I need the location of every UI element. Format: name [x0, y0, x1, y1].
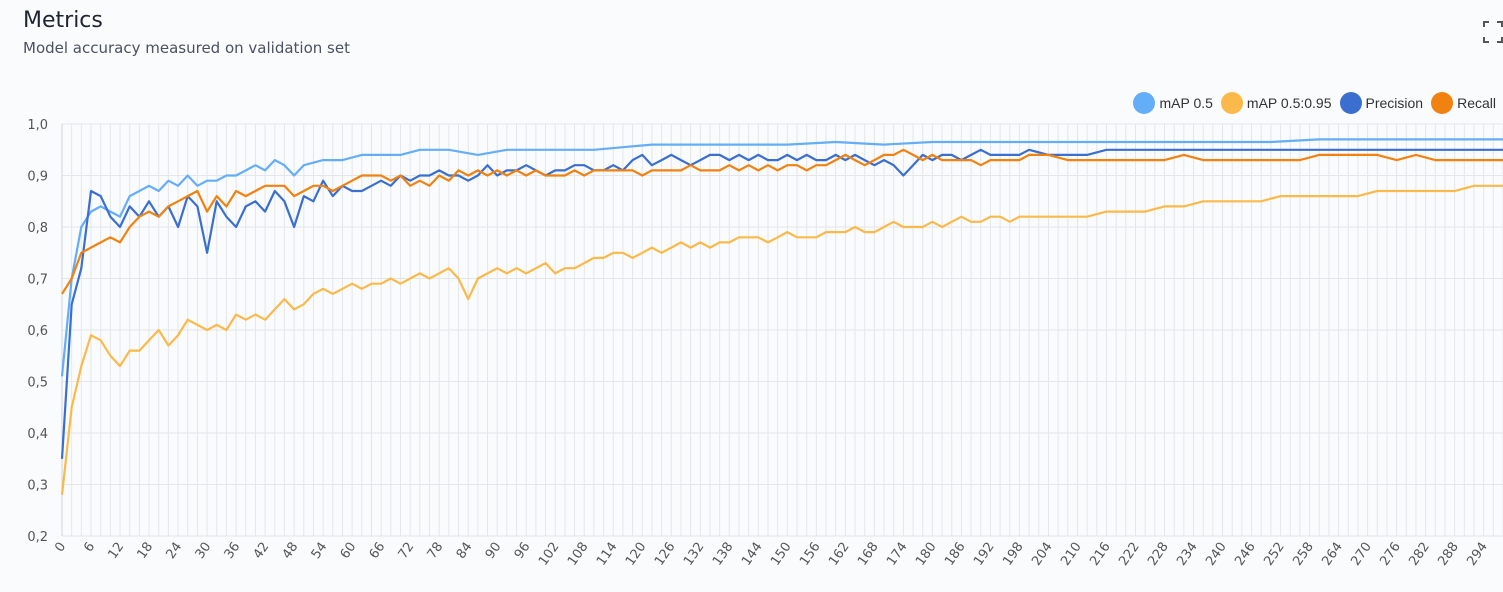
x-tick-label: 234 — [1174, 540, 1201, 569]
x-tick-label: 0 — [52, 540, 69, 555]
x-tick-label: 216 — [1087, 540, 1114, 569]
x-tick-label: 168 — [855, 540, 882, 569]
x-tick-label: 180 — [913, 540, 940, 569]
x-tick-label: 66 — [367, 540, 389, 562]
series-line-precision — [60, 148, 1503, 459]
legend-swatch-precision — [1339, 92, 1362, 114]
x-tick-label: 18 — [135, 540, 157, 562]
y-tick-label: 0,6 — [27, 324, 48, 339]
x-tick-label: 210 — [1058, 540, 1085, 569]
chart-subtitle: Model accuracy measured on validation se… — [23, 39, 350, 57]
chart-legend: mAP 0.5 mAP 0.5:0.95 Precision Recall — [1133, 92, 1496, 114]
legend-swatch-map50 — [1133, 92, 1156, 114]
legend-label-map50: mAP 0.5 — [1159, 95, 1213, 111]
x-tick-label: 204 — [1029, 540, 1056, 569]
legend-swatch-recall — [1431, 92, 1454, 114]
x-tick-label: 150 — [768, 540, 795, 569]
x-tick-label: 144 — [739, 540, 766, 569]
x-tick-label: 270 — [1348, 540, 1375, 569]
x-tick-label: 72 — [396, 540, 418, 562]
chart-title: Metrics — [23, 8, 103, 33]
y-tick-label: 0,5 — [27, 376, 48, 391]
legend-swatch-map5095 — [1220, 92, 1243, 114]
x-tick-label: 42 — [251, 540, 273, 562]
x-tick-label: 114 — [594, 540, 621, 569]
x-tick-label: 222 — [1116, 540, 1143, 569]
x-tick-label: 36 — [222, 540, 244, 562]
legend-item-map5095[interactable]: mAP 0.5:0.95 — [1220, 92, 1332, 114]
x-tick-label: 288 — [1435, 540, 1462, 569]
x-tick-label: 96 — [512, 540, 534, 562]
x-tick-label: 162 — [826, 540, 853, 569]
x-tick-label: 24 — [164, 540, 186, 562]
x-tick-label: 108 — [565, 540, 592, 569]
y-tick-label: 0,7 — [27, 273, 48, 288]
x-tick-label: 294 — [1464, 540, 1491, 569]
x-tick-label: 90 — [483, 540, 505, 562]
x-tick-label: 54 — [309, 540, 331, 562]
x-tick-label: 156 — [797, 540, 824, 569]
legend-item-map50[interactable]: mAP 0.5 — [1133, 92, 1213, 114]
x-tick-label: 174 — [884, 540, 911, 569]
y-tick-label: 0,9 — [27, 170, 48, 185]
x-tick-label: 252 — [1261, 540, 1288, 569]
y-tick-label: 0,3 — [27, 479, 48, 494]
x-tick-label: 264 — [1319, 540, 1346, 569]
legend-label-precision: Precision — [1365, 95, 1424, 111]
x-tick-label: 282 — [1406, 540, 1433, 569]
x-tick-label: 60 — [338, 540, 360, 562]
y-tick-label: 0,8 — [27, 221, 48, 236]
y-tick-label: 0,4 — [27, 427, 48, 442]
x-tick-label: 192 — [971, 540, 998, 569]
legend-label-map5095: mAP 0.5:0.95 — [1246, 95, 1332, 111]
legend-label-recall: Recall — [1457, 95, 1496, 111]
legend-item-precision[interactable]: Precision — [1339, 92, 1424, 114]
x-tick-label: 120 — [623, 540, 650, 569]
x-tick-label: 258 — [1290, 540, 1317, 569]
expand-icon[interactable] — [1482, 20, 1503, 44]
x-tick-label: 198 — [1000, 540, 1027, 569]
x-tick-label: 186 — [942, 540, 969, 569]
x-tick-label: 84 — [454, 540, 476, 562]
x-tick-label: 228 — [1145, 540, 1172, 569]
x-tick-label: 246 — [1232, 540, 1259, 569]
x-tick-label: 276 — [1377, 540, 1404, 569]
y-tick-label: 0,2 — [27, 530, 48, 545]
x-tick-label: 126 — [652, 540, 679, 569]
series-line-map-0-5 — [60, 138, 1503, 377]
series-line-recall — [61, 148, 1503, 295]
x-tick-label: 78 — [425, 540, 447, 562]
x-tick-label: 240 — [1203, 540, 1230, 569]
x-tick-label: 138 — [710, 540, 737, 569]
y-tick-label: 1,0 — [27, 118, 48, 133]
x-tick-label: 12 — [106, 540, 128, 562]
x-tick-label: 132 — [681, 540, 708, 569]
series-line-map-0-5-0-95 — [60, 184, 1503, 495]
x-tick-label: 6 — [81, 540, 98, 555]
x-tick-label: 30 — [193, 540, 215, 562]
legend-item-recall[interactable]: Recall — [1431, 92, 1496, 114]
x-tick-label: 102 — [536, 540, 563, 569]
x-tick-label: 48 — [280, 540, 302, 562]
